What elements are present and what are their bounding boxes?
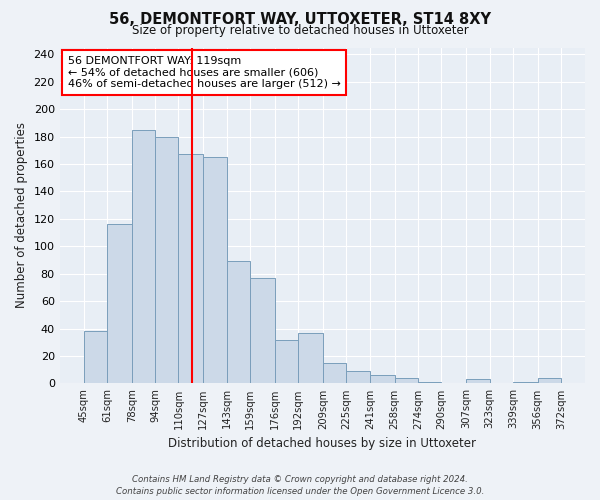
Text: Size of property relative to detached houses in Uttoxeter: Size of property relative to detached ho… — [131, 24, 469, 37]
Bar — [395, 378, 418, 384]
Bar — [275, 340, 298, 384]
Bar — [155, 136, 178, 384]
Bar — [370, 375, 395, 384]
Bar — [83, 332, 107, 384]
Text: 56 DEMONTFORT WAY: 119sqm
← 54% of detached houses are smaller (606)
46% of semi: 56 DEMONTFORT WAY: 119sqm ← 54% of detac… — [68, 56, 340, 89]
Bar — [538, 378, 561, 384]
Bar — [227, 262, 250, 384]
Bar — [132, 130, 155, 384]
Bar — [298, 332, 323, 384]
X-axis label: Distribution of detached houses by size in Uttoxeter: Distribution of detached houses by size … — [169, 437, 476, 450]
Text: 56, DEMONTFORT WAY, UTTOXETER, ST14 8XY: 56, DEMONTFORT WAY, UTTOXETER, ST14 8XY — [109, 12, 491, 28]
Bar — [346, 371, 370, 384]
Y-axis label: Number of detached properties: Number of detached properties — [15, 122, 28, 308]
Bar — [178, 154, 203, 384]
Bar — [250, 278, 275, 384]
Bar — [323, 363, 346, 384]
Bar — [466, 380, 490, 384]
Text: Contains HM Land Registry data © Crown copyright and database right 2024.
Contai: Contains HM Land Registry data © Crown c… — [116, 474, 484, 496]
Bar — [203, 157, 227, 384]
Bar — [513, 382, 538, 384]
Bar — [418, 382, 442, 384]
Bar — [107, 224, 132, 384]
